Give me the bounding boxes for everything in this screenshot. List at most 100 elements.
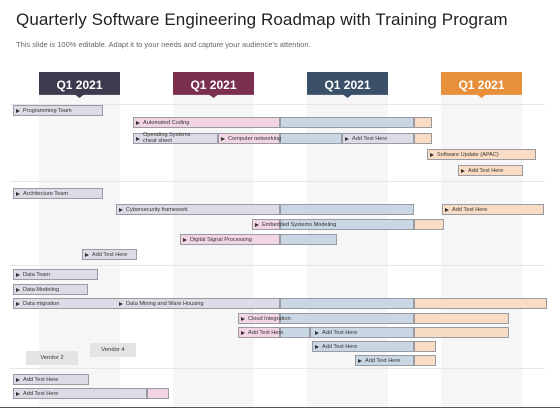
task-label: Data Mining and Ware Housing (119, 298, 204, 309)
row-divider-1 (10, 104, 545, 105)
gantt-bar (116, 204, 280, 215)
gantt-bar (414, 313, 509, 324)
quarter-header-2: Q1 2021 (173, 72, 254, 98)
gantt-bar (414, 298, 547, 309)
task-label-text: Programming Team (23, 107, 72, 114)
arrow-right-icon (16, 301, 20, 306)
task-label: Add Text Here (241, 327, 283, 338)
task-label: Operating Systems cheat sheet (136, 131, 195, 144)
quarter-header-3: Q1 2021 (307, 72, 388, 98)
task-label: Programming Team (16, 105, 72, 116)
arrow-right-icon (461, 168, 465, 173)
page-subtitle: This slide is 100% editable. Adapt it to… (16, 40, 311, 49)
gantt-bar (13, 105, 103, 116)
task-label-text: Data Team (23, 271, 50, 278)
gantt-bar (427, 149, 536, 160)
task-label-text: Cloud Integration (248, 315, 291, 322)
gantt-bar (13, 269, 98, 280)
task-label-text: Data Mining and Ware Housing (126, 300, 204, 307)
gantt-bar (280, 133, 342, 144)
gantt-bar (312, 341, 414, 352)
gantt-bar (280, 204, 414, 215)
gantt-bar (342, 133, 414, 144)
gantt-bar (280, 298, 414, 309)
task-label: Cybersecurity framework (119, 204, 188, 215)
gantt-bar (458, 165, 523, 176)
arrow-right-icon (315, 330, 319, 335)
arrow-right-icon (241, 316, 245, 321)
arrow-right-icon (255, 222, 259, 227)
gantt-bar (133, 133, 218, 144)
task-label-text: Add Text Here (468, 167, 504, 174)
task-label: Software Update (APAC) (430, 149, 499, 160)
page-title: Quarterly Software Engineering Roadmap w… (16, 10, 508, 29)
task-label-text: Add Text Here (248, 329, 284, 336)
task-label: Data Team (16, 269, 50, 280)
task-label: Architecture Team (16, 188, 68, 199)
vendor-label: Vendor 2 (26, 351, 78, 365)
task-label: Automated Coding (136, 117, 189, 128)
task-label: Data Modeling (16, 284, 59, 295)
task-label-text: Add Text Here (352, 135, 388, 142)
arrow-right-icon (119, 301, 123, 306)
task-label: Data migration (16, 298, 59, 309)
gantt-bar (180, 234, 280, 245)
gantt-bar (280, 327, 310, 338)
gantt-bar (13, 374, 89, 385)
task-label-text: Data migration (23, 300, 60, 307)
task-label: Computer networking (221, 133, 281, 144)
quarter-column-4 (441, 75, 522, 407)
gantt-bar (280, 219, 414, 230)
task-label-text: Add Text Here (322, 343, 358, 350)
arrow-right-icon (430, 152, 434, 157)
task-label: Add Text Here (315, 327, 357, 338)
gantt-bar (414, 219, 444, 230)
task-label-text: Add Text Here (23, 376, 59, 383)
arrow-right-icon (445, 207, 449, 212)
gantt-bar (238, 313, 280, 324)
task-label: Add Text Here (445, 204, 487, 215)
gantt-bar (13, 388, 147, 399)
quarter-header-1: Q1 2021 (39, 72, 120, 98)
arrow-right-icon (16, 391, 20, 396)
task-label-text: Architecture Team (23, 190, 68, 197)
gantt-bar (355, 355, 414, 366)
task-label: Add Text Here (461, 165, 503, 176)
arrow-right-icon (221, 136, 225, 141)
task-label: Add Text Here (315, 341, 357, 352)
task-label-text: Operating Systems cheat sheet (143, 131, 191, 144)
gantt-bar (147, 388, 169, 399)
gantt-bar (280, 234, 337, 245)
gantt-bar (414, 341, 436, 352)
gantt-bar (414, 327, 509, 338)
task-label: Add Text Here (16, 374, 58, 385)
arrow-right-icon (16, 287, 20, 292)
gantt-bar (218, 133, 280, 144)
task-label-text: Software Update (APAC) (437, 151, 499, 158)
gantt-bar (13, 284, 88, 295)
gantt-bar (238, 327, 280, 338)
gantt-bar (310, 327, 414, 338)
arrow-right-icon (136, 120, 140, 125)
arrow-right-icon (16, 272, 20, 277)
gantt-bar (13, 298, 280, 309)
gantt-bar (280, 117, 414, 128)
gantt-bar (414, 355, 436, 366)
task-label-text: Add Text Here (322, 329, 358, 336)
task-label-text: Embedded Systems Modeling (262, 221, 337, 228)
arrow-right-icon (16, 377, 20, 382)
arrow-right-icon (136, 136, 140, 141)
vendor-label: Vendor 4 (90, 343, 136, 357)
gantt-bar (414, 117, 432, 128)
quarter-header-4: Q1 2021 (441, 72, 522, 98)
footer-line (0, 407, 560, 408)
task-label-text: Digital Signal Processing (190, 236, 252, 243)
task-label: Digital Signal Processing (183, 234, 252, 245)
task-label-text: Add Text Here (365, 357, 401, 364)
arrow-right-icon (315, 344, 319, 349)
task-label: Add Text Here (345, 133, 387, 144)
task-label-text: Add Text Here (92, 251, 128, 258)
arrow-right-icon (241, 330, 245, 335)
row-divider-2 (10, 181, 545, 182)
arrow-right-icon (345, 136, 349, 141)
